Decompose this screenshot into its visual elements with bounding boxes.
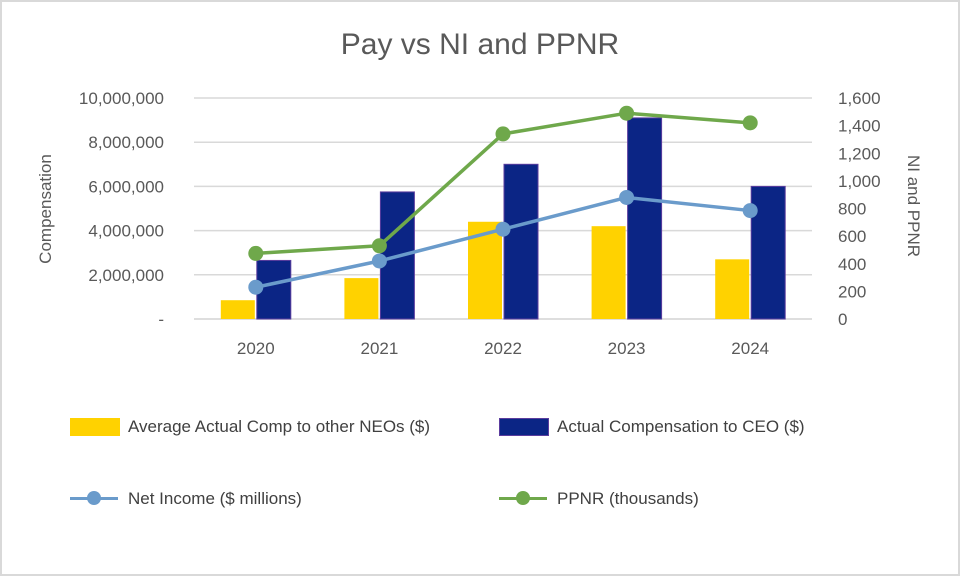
legend-swatch-ppnr (499, 490, 547, 508)
left-tick-label: 10,000,000 (79, 89, 164, 108)
legend-swatch-net-income (70, 490, 118, 508)
right-tick-label: 400 (838, 255, 866, 274)
right-tick-label: 600 (838, 227, 866, 246)
left-tick-label: 8,000,000 (88, 133, 164, 152)
bar-neo-comp (715, 259, 750, 319)
legend-label-neo-comp: Average Actual Comp to other NEOs ($) (128, 417, 431, 436)
ppnr-point (495, 126, 511, 142)
legend-label-ceo-comp: Actual Compensation to CEO ($) (557, 417, 805, 436)
net-income-point (495, 221, 511, 237)
legend-label-net-income: Net Income ($ millions) (128, 489, 302, 508)
bar-ceo-comp (627, 117, 663, 320)
legend-item-neo-comp: Average Actual Comp to other NEOs ($) (70, 417, 430, 437)
ppnr-point (248, 245, 264, 261)
right-tick-label: 1,600 (838, 89, 881, 108)
right-tick-label: 1,200 (838, 144, 881, 163)
right-tick-label: 0 (838, 310, 847, 329)
left-axis-label: Compensation (36, 154, 55, 264)
net-income-point (248, 279, 264, 295)
legend-item-ppnr: PPNR (thousands) (499, 489, 699, 509)
ppnr-point (619, 105, 635, 121)
bar-neo-comp (220, 300, 255, 319)
net-income-line (255, 195, 751, 289)
x-tick-label: 2020 (237, 339, 275, 358)
x-axis-ticks: 2020 2021 2022 2023 2024 (237, 339, 769, 358)
x-tick-label: 2021 (360, 339, 398, 358)
chart-title: Pay vs NI and PPNR (341, 28, 619, 61)
right-tick-label: 1,000 (838, 172, 881, 191)
bar-neo-comp (591, 226, 626, 319)
line-series (248, 105, 758, 295)
x-tick-label: 2022 (484, 339, 522, 358)
left-tick-label: 6,000,000 (88, 177, 164, 196)
bar-ceo-comp (503, 163, 539, 320)
ppnr-point (371, 238, 387, 254)
right-axis-label: NI and PPNR (904, 155, 923, 257)
x-tick-label: 2024 (731, 339, 769, 358)
legend-swatch-ceo-comp (499, 418, 549, 436)
net-income-point (742, 203, 758, 219)
left-tick-label: 4,000,000 (88, 222, 164, 241)
left-axis-ticks: - 2,000,000 4,000,000 6,000,000 8,000,000 10,… (79, 89, 164, 329)
bar-series (220, 117, 786, 320)
right-axis-ticks: 0 200 400 600 800 1,000 1,200 1,400 1,600 (838, 89, 881, 329)
net-income-point (371, 253, 387, 269)
right-tick-label: 1,400 (838, 117, 881, 136)
right-tick-label: 200 (838, 282, 866, 301)
legend-item-net-income: Net Income ($ millions) (70, 489, 302, 509)
left-tick-label: - (158, 310, 164, 329)
left-tick-label: 2,000,000 (88, 266, 164, 285)
x-tick-label: 2023 (608, 339, 646, 358)
ppnr-point (742, 115, 758, 131)
legend-item-ceo-comp: Actual Compensation to CEO ($) (499, 417, 805, 437)
net-income-point (619, 189, 635, 205)
legend-label-ppnr: PPNR (thousands) (557, 489, 699, 508)
legend-swatch-neo-comp (70, 418, 120, 436)
bar-neo-comp (344, 278, 379, 319)
right-tick-label: 800 (838, 200, 866, 219)
